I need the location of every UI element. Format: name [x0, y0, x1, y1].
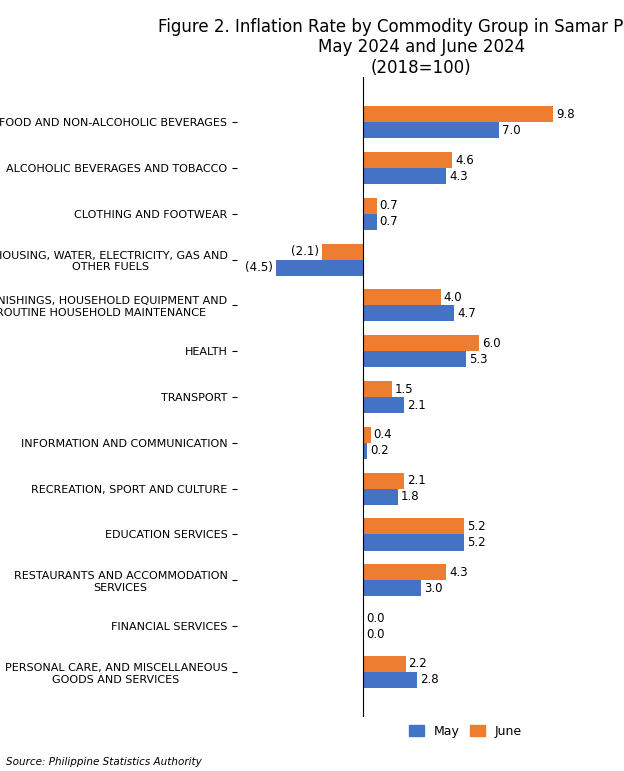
Bar — [363, 397, 404, 413]
Text: 0.7: 0.7 — [379, 200, 398, 212]
Text: 0.0: 0.0 — [366, 611, 384, 625]
Bar — [363, 427, 371, 443]
Bar — [363, 352, 466, 367]
Text: 6.0: 6.0 — [482, 337, 501, 350]
Text: 4.7: 4.7 — [457, 307, 475, 320]
Text: 2.1: 2.1 — [407, 474, 426, 487]
Text: 0.4: 0.4 — [374, 429, 392, 441]
Bar — [363, 381, 392, 397]
Bar — [363, 656, 406, 672]
Text: 3.0: 3.0 — [424, 582, 442, 594]
Bar — [363, 214, 377, 230]
Bar — [363, 106, 553, 123]
Text: 1.5: 1.5 — [395, 382, 414, 396]
Text: 0.7: 0.7 — [379, 215, 398, 228]
Text: 1.8: 1.8 — [401, 490, 419, 503]
Bar — [363, 289, 441, 305]
Bar — [363, 123, 499, 138]
Bar — [363, 198, 377, 214]
Text: 0.2: 0.2 — [370, 444, 389, 457]
Text: 9.8: 9.8 — [556, 108, 575, 121]
Text: 4.3: 4.3 — [449, 170, 468, 183]
Text: 4.3: 4.3 — [449, 566, 468, 579]
Bar — [363, 443, 367, 459]
Text: 0.0: 0.0 — [366, 628, 384, 641]
Title: Figure 2. Inflation Rate by Commodity Group in Samar Province
May 2024 and June : Figure 2. Inflation Rate by Commodity Gr… — [158, 18, 624, 77]
Bar — [363, 473, 404, 489]
Bar — [363, 168, 446, 184]
Legend: May, June: May, June — [404, 720, 527, 742]
Text: 4.6: 4.6 — [455, 153, 474, 167]
Text: 2.1: 2.1 — [407, 399, 426, 412]
Bar — [323, 244, 363, 260]
Bar — [363, 672, 417, 688]
Bar — [363, 581, 421, 596]
Text: Source: Philippine Statistics Authority: Source: Philippine Statistics Authority — [6, 757, 202, 767]
Text: 5.3: 5.3 — [469, 353, 487, 365]
Text: (4.5): (4.5) — [245, 261, 273, 274]
Bar — [363, 305, 454, 322]
Text: 5.2: 5.2 — [467, 520, 485, 533]
Text: 4.0: 4.0 — [444, 291, 462, 304]
Bar — [363, 518, 464, 534]
Bar — [363, 534, 464, 550]
Text: 5.2: 5.2 — [467, 536, 485, 549]
Text: 7.0: 7.0 — [502, 123, 520, 136]
Bar — [363, 489, 398, 505]
Text: 2.2: 2.2 — [409, 658, 427, 671]
Bar — [363, 335, 479, 352]
Bar — [276, 260, 363, 276]
Text: (2.1): (2.1) — [291, 245, 319, 258]
Bar — [363, 152, 452, 168]
Text: 2.8: 2.8 — [420, 673, 439, 686]
Bar — [363, 564, 446, 581]
